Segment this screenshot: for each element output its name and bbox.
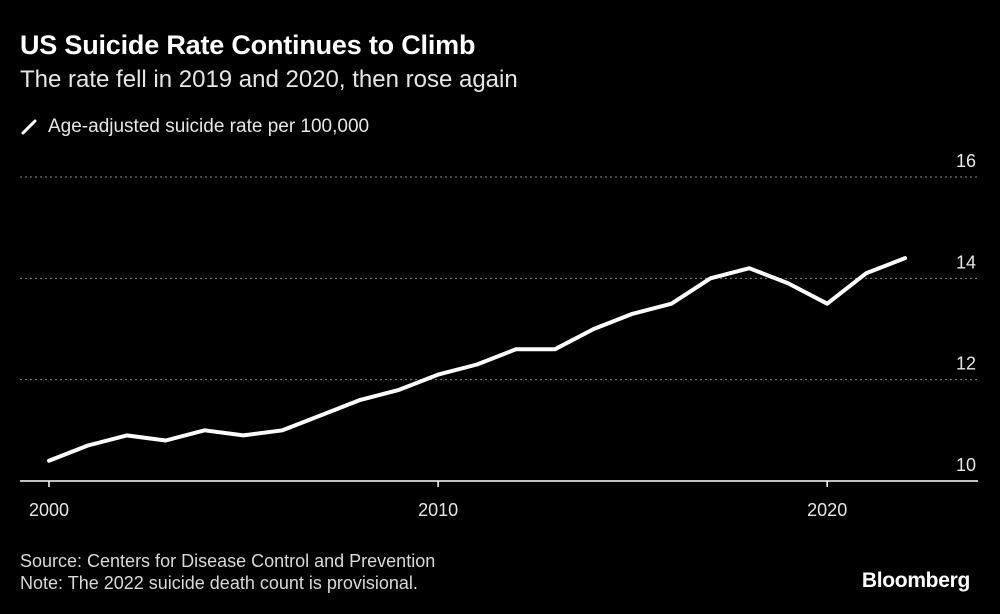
series-line-0 bbox=[47, 256, 907, 463]
provisional-note: Note: The 2022 suicide death count is pr… bbox=[20, 573, 418, 593]
y-tick-label-12: 12 bbox=[956, 354, 976, 374]
x-tick-label-2020: 2020 bbox=[807, 500, 847, 520]
x-tick-label-2010: 2010 bbox=[418, 500, 458, 520]
chart-title: US Suicide Rate Continues to Climb bbox=[20, 30, 476, 60]
footer: Source: Centers for Disease Control and … bbox=[20, 550, 435, 594]
legend-label: Age-adjusted suicide rate per 100,000 bbox=[48, 116, 370, 137]
legend: Age-adjusted suicide rate per 100,000 bbox=[20, 116, 369, 138]
source-note: Source: Centers for Disease Control and … bbox=[20, 551, 436, 571]
x-tick-label-2000: 2000 bbox=[29, 500, 69, 520]
chart-subtitle: The rate fell in 2019 and 2020, then ros… bbox=[20, 66, 518, 93]
y-tick-label-14: 14 bbox=[956, 252, 976, 272]
y-tick-label-10: 10 bbox=[956, 455, 976, 475]
y-tick-label-16: 16 bbox=[956, 151, 976, 171]
bloomberg-logo: Bloomberg bbox=[861, 569, 970, 592]
legend-line-icon bbox=[21, 119, 37, 135]
